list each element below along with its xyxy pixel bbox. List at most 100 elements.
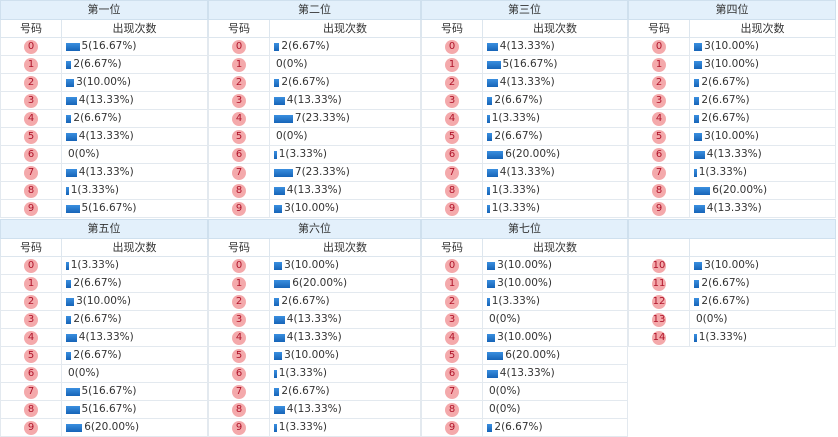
count-bar bbox=[66, 298, 75, 306]
number-ball: 3 bbox=[24, 313, 38, 327]
count-label: 2(6.67%) bbox=[73, 112, 122, 124]
count-bar bbox=[694, 79, 700, 87]
number-cell: 3 bbox=[421, 92, 483, 110]
number-ball: 5 bbox=[445, 349, 459, 363]
number-ball: 4 bbox=[24, 112, 38, 126]
count-cell: 0(0%) bbox=[483, 383, 628, 401]
count-cell: 4(13.33%) bbox=[62, 128, 208, 146]
number-cell: 8 bbox=[0, 401, 62, 419]
count-cell: 2(6.67%) bbox=[62, 347, 208, 365]
count-cell: 3(10.00%) bbox=[270, 257, 421, 275]
number-cell: 9 bbox=[421, 200, 483, 218]
count-label: 6(20.00%) bbox=[505, 349, 561, 361]
number-cell: 1 bbox=[628, 56, 690, 74]
count-bar bbox=[274, 388, 280, 396]
number-cell: 9 bbox=[208, 419, 270, 437]
count-label: 2(6.67%) bbox=[73, 58, 122, 70]
count-cell: 4(13.33%) bbox=[270, 311, 421, 329]
count-bar bbox=[274, 97, 285, 105]
count-cell: 1(3.33%) bbox=[483, 182, 628, 200]
count-cell: 2(6.67%) bbox=[690, 275, 836, 293]
count-cell: 2(6.67%) bbox=[483, 128, 628, 146]
number-ball: 0 bbox=[445, 40, 459, 54]
header-count: 出现次数 bbox=[690, 20, 836, 38]
number-cell: 2 bbox=[421, 74, 483, 92]
number-cell: 3 bbox=[628, 92, 690, 110]
number-cell: 6 bbox=[0, 146, 62, 164]
count-cell: 3(10.00%) bbox=[270, 200, 421, 218]
count-cell: 2(6.67%) bbox=[690, 293, 836, 311]
number-cell: 7 bbox=[0, 164, 62, 182]
number-ball: 8 bbox=[232, 403, 246, 417]
count-bar bbox=[694, 151, 705, 159]
number-ball: 9 bbox=[232, 202, 246, 216]
count-cell: 2(6.67%) bbox=[62, 311, 208, 329]
count-bar bbox=[487, 280, 496, 288]
count-label: 1(3.33%) bbox=[70, 184, 119, 196]
count-label: 2(6.67%) bbox=[701, 295, 750, 307]
number-ball: 4 bbox=[232, 112, 246, 126]
number-ball: 2 bbox=[445, 295, 459, 309]
count-bar bbox=[694, 334, 697, 342]
count-label: 2(6.67%) bbox=[494, 130, 543, 142]
count-cell: 2(6.67%) bbox=[62, 56, 208, 74]
count-cell: 2(6.67%) bbox=[690, 74, 836, 92]
count-bar bbox=[274, 370, 277, 378]
number-cell: 13 bbox=[628, 311, 690, 329]
count-label: 0(0%) bbox=[489, 403, 521, 415]
number-cell: 0 bbox=[628, 38, 690, 56]
number-ball: 9 bbox=[24, 202, 38, 216]
count-bar bbox=[274, 205, 283, 213]
count-cell: 0(0%) bbox=[483, 401, 628, 419]
number-cell: 14 bbox=[628, 329, 690, 347]
count-label: 4(13.33%) bbox=[286, 403, 342, 415]
count-bar bbox=[274, 43, 280, 51]
number-ball: 0 bbox=[24, 259, 38, 273]
count-label: 4(13.33%) bbox=[499, 166, 555, 178]
number-cell: 6 bbox=[421, 146, 483, 164]
count-cell: 4(13.33%) bbox=[270, 401, 421, 419]
count-label: 0(0%) bbox=[68, 367, 100, 379]
number-cell: 1 bbox=[421, 275, 483, 293]
block-title: 第五位 bbox=[0, 219, 208, 239]
count-label: 3(10.00%) bbox=[497, 331, 553, 343]
number-cell: 5 bbox=[0, 128, 62, 146]
number-ball: 9 bbox=[232, 421, 246, 435]
count-cell: 3(10.00%) bbox=[690, 56, 836, 74]
count-label: 3(10.00%) bbox=[284, 259, 340, 271]
count-bar bbox=[274, 169, 293, 177]
number-ball: 2 bbox=[652, 76, 666, 90]
number-cell: 0 bbox=[421, 38, 483, 56]
count-bar bbox=[274, 406, 285, 414]
count-bar bbox=[694, 61, 703, 69]
count-bar bbox=[487, 43, 498, 51]
number-ball: 9 bbox=[24, 421, 38, 435]
count-cell: 3(10.00%) bbox=[690, 257, 836, 275]
count-bar bbox=[694, 115, 700, 123]
count-bar bbox=[274, 334, 285, 342]
number-ball: 6 bbox=[232, 367, 246, 381]
number-cell: 8 bbox=[208, 401, 270, 419]
number-cell: 8 bbox=[0, 182, 62, 200]
count-label: 4(13.33%) bbox=[499, 40, 555, 52]
count-cell: 2(6.67%) bbox=[483, 92, 628, 110]
number-cell: 4 bbox=[421, 110, 483, 128]
count-cell: 5(16.67%) bbox=[62, 200, 208, 218]
number-cell: 5 bbox=[628, 128, 690, 146]
count-label: 3(10.00%) bbox=[284, 202, 340, 214]
count-label: 2(6.67%) bbox=[73, 349, 122, 361]
header-number: 号码 bbox=[0, 20, 62, 38]
number-ball: 5 bbox=[652, 130, 666, 144]
number-ball: 2 bbox=[24, 295, 38, 309]
count-cell: 1(3.33%) bbox=[483, 200, 628, 218]
number-cell: 4 bbox=[421, 329, 483, 347]
number-ball: 4 bbox=[24, 331, 38, 345]
number-ball: 1 bbox=[24, 277, 38, 291]
number-ball: 8 bbox=[232, 184, 246, 198]
count-cell: 4(13.33%) bbox=[483, 38, 628, 56]
number-ball: 1 bbox=[24, 58, 38, 72]
number-ball: 14 bbox=[652, 331, 666, 345]
count-cell: 1(3.33%) bbox=[270, 146, 421, 164]
header-number: 号码 bbox=[208, 239, 270, 257]
